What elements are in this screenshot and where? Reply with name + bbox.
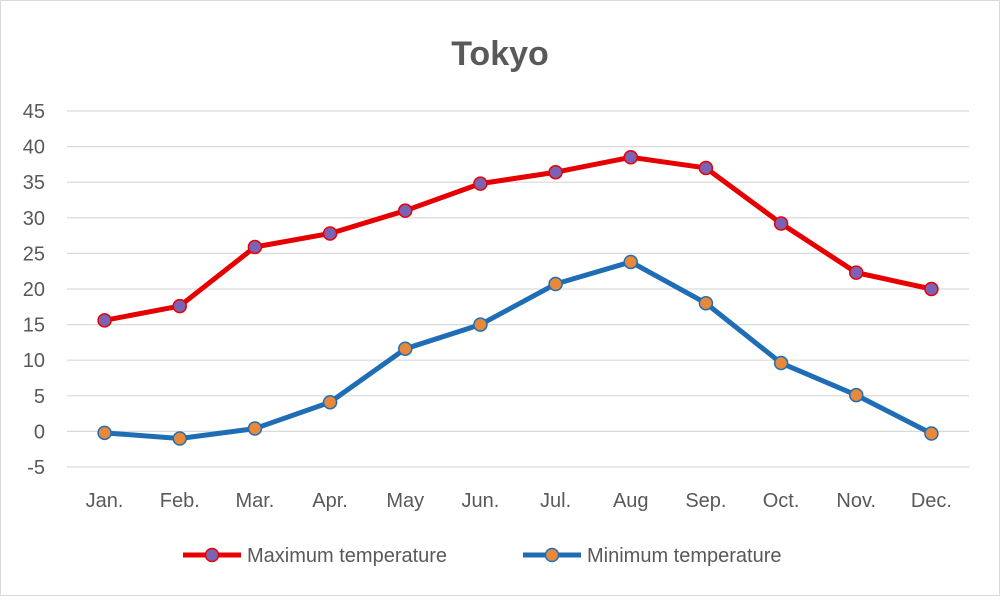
x-tick-label: Aug: [613, 490, 649, 512]
x-tick-label: Mar.: [235, 490, 274, 512]
series-group: [97, 150, 939, 446]
y-tick-label: 10: [23, 350, 45, 372]
data-point: [548, 164, 563, 180]
series-2: [97, 254, 939, 446]
data-point: [548, 276, 563, 292]
data-point: [849, 265, 864, 280]
data-point: [172, 298, 187, 314]
y-tick-label: 40: [23, 137, 45, 159]
y-tick-label: 45: [23, 101, 45, 123]
data-point: [398, 341, 413, 357]
y-tick-label: 15: [23, 315, 45, 337]
legend-label: Minimum temperature: [587, 545, 782, 567]
series-1: [97, 150, 939, 328]
x-tick-label: Apr.: [312, 490, 348, 512]
y-tick-label: 30: [23, 208, 45, 230]
data-point: [247, 239, 263, 255]
data-point: [924, 426, 939, 441]
legend-swatch-marker: [204, 547, 220, 563]
y-tick-label: 35: [23, 172, 45, 194]
data-point: [322, 226, 338, 241]
legend-label: Maximum temperature: [247, 545, 447, 567]
x-tick-label: Nov.: [836, 490, 876, 512]
x-tick-label: May: [386, 490, 424, 512]
data-point: [97, 313, 112, 328]
data-point: [698, 295, 714, 311]
data-point: [849, 387, 864, 403]
legend-swatch-marker: [544, 547, 560, 563]
series-line: [102, 154, 934, 323]
series-line: [102, 259, 934, 442]
legend: Maximum temperature Minimum temperature: [183, 545, 782, 567]
data-point: [623, 150, 638, 165]
y-tick-label: 5: [34, 386, 45, 408]
legend-item: Minimum temperature: [523, 545, 782, 567]
data-point: [322, 394, 338, 410]
x-axis-ticks: Jan. Feb. Mar. Apr. May Jun. Jul. Aug Sep. Oct. No…: [86, 490, 952, 512]
y-tick-label: 0: [34, 421, 45, 443]
data-point: [773, 355, 789, 371]
data-point: [398, 203, 413, 218]
x-tick-label: Jan.: [86, 490, 124, 512]
data-point: [773, 216, 789, 231]
chart-title: Tokyo: [451, 35, 549, 73]
data-point: [473, 317, 488, 332]
y-axis-ticks: -5 0 5 10 15 20 25 30 35 40 45: [23, 101, 45, 479]
data-point: [172, 431, 187, 446]
data-point: [97, 425, 112, 441]
x-tick-label: Jul.: [540, 490, 571, 512]
data-point: [698, 160, 714, 176]
data-point: [473, 176, 488, 191]
x-tick-label: Dec.: [911, 490, 952, 512]
data-point: [924, 281, 939, 297]
y-tick-label: -5: [27, 457, 45, 479]
y-tick-label: 25: [23, 243, 45, 265]
data-point: [623, 254, 638, 270]
legend-item: Maximum temperature: [183, 545, 447, 567]
x-tick-label: Feb.: [160, 490, 200, 512]
x-tick-label: Oct.: [763, 490, 800, 512]
data-point: [247, 421, 263, 436]
y-tick-label: 20: [23, 279, 45, 301]
x-tick-label: Sep.: [685, 490, 726, 512]
x-tick-label: Jun.: [462, 490, 500, 512]
